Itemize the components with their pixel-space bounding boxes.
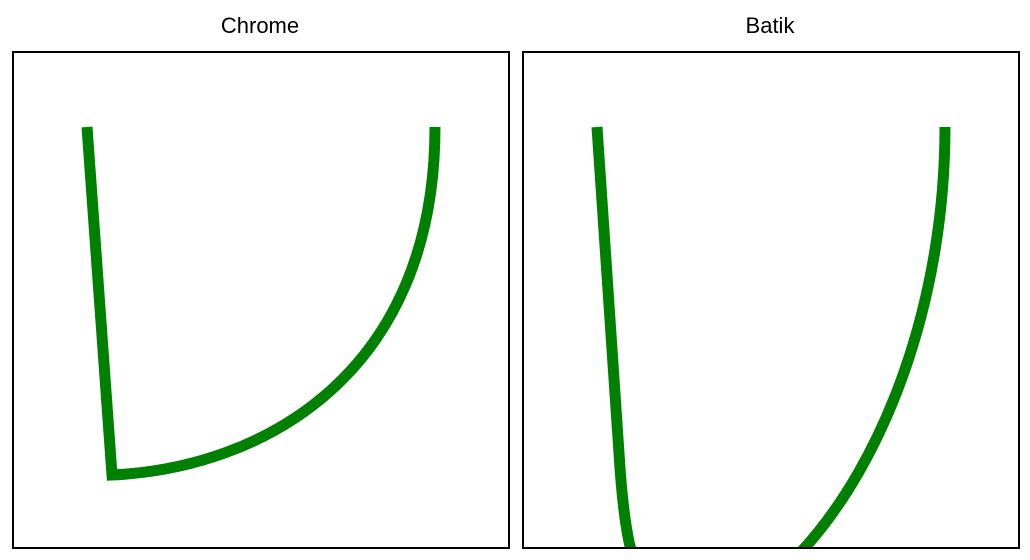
panel-title-chrome: Chrome <box>110 12 410 40</box>
batik-render-panel <box>522 51 1020 549</box>
batik-rendered-right-path <box>800 127 945 547</box>
batik-render-canvas <box>524 53 1018 547</box>
batik-rendered-left-path <box>597 127 632 547</box>
panel-title-batik: Batik <box>620 12 920 40</box>
chrome-rendered-path <box>87 127 435 475</box>
chrome-render-panel <box>12 51 510 549</box>
chrome-render-canvas <box>14 53 508 547</box>
